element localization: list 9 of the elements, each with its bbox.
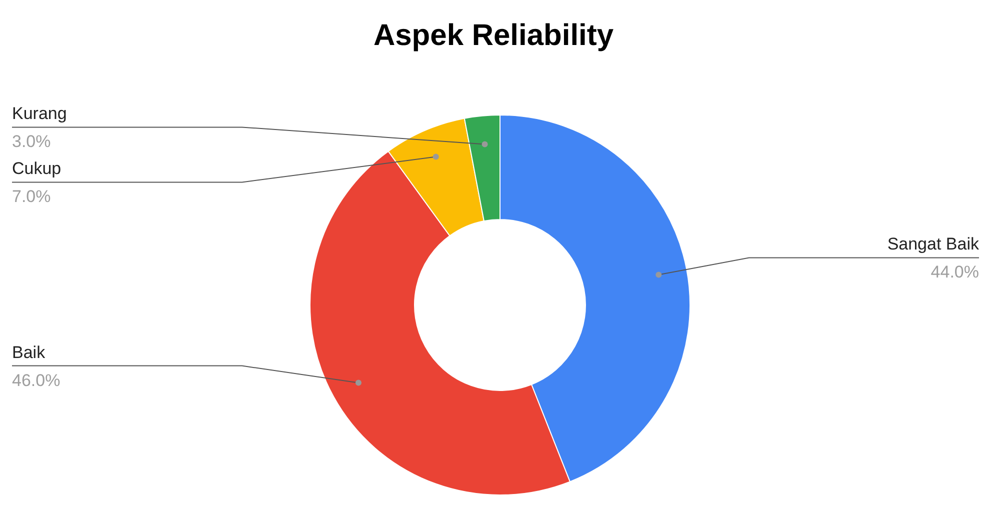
data-label: 46.0% <box>12 370 60 390</box>
data-label: 7.0% <box>12 187 51 206</box>
chart-title: Aspek Reliability <box>373 19 614 52</box>
data-label: 44.0% <box>930 262 979 282</box>
slice-label: Sangat Baik <box>887 234 980 254</box>
slice-label: Cukup <box>12 159 62 178</box>
data-label: 3.0% <box>12 132 51 152</box>
slice-label: Baik <box>12 342 46 362</box>
slice-label: Kurang <box>12 104 67 124</box>
